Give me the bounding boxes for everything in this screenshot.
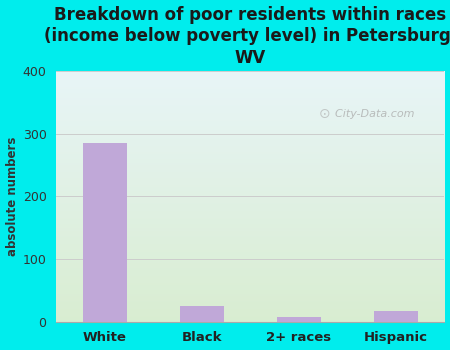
- Y-axis label: absolute numbers: absolute numbers: [5, 136, 18, 256]
- Bar: [180, 306, 224, 322]
- Bar: [374, 311, 418, 322]
- Text: City-Data.com: City-Data.com: [328, 108, 414, 119]
- Bar: [83, 143, 126, 322]
- Text: ⊙: ⊙: [318, 106, 330, 120]
- Bar: [277, 317, 321, 322]
- Title: Breakdown of poor residents within races
(income below poverty level) in Petersb: Breakdown of poor residents within races…: [44, 6, 450, 66]
